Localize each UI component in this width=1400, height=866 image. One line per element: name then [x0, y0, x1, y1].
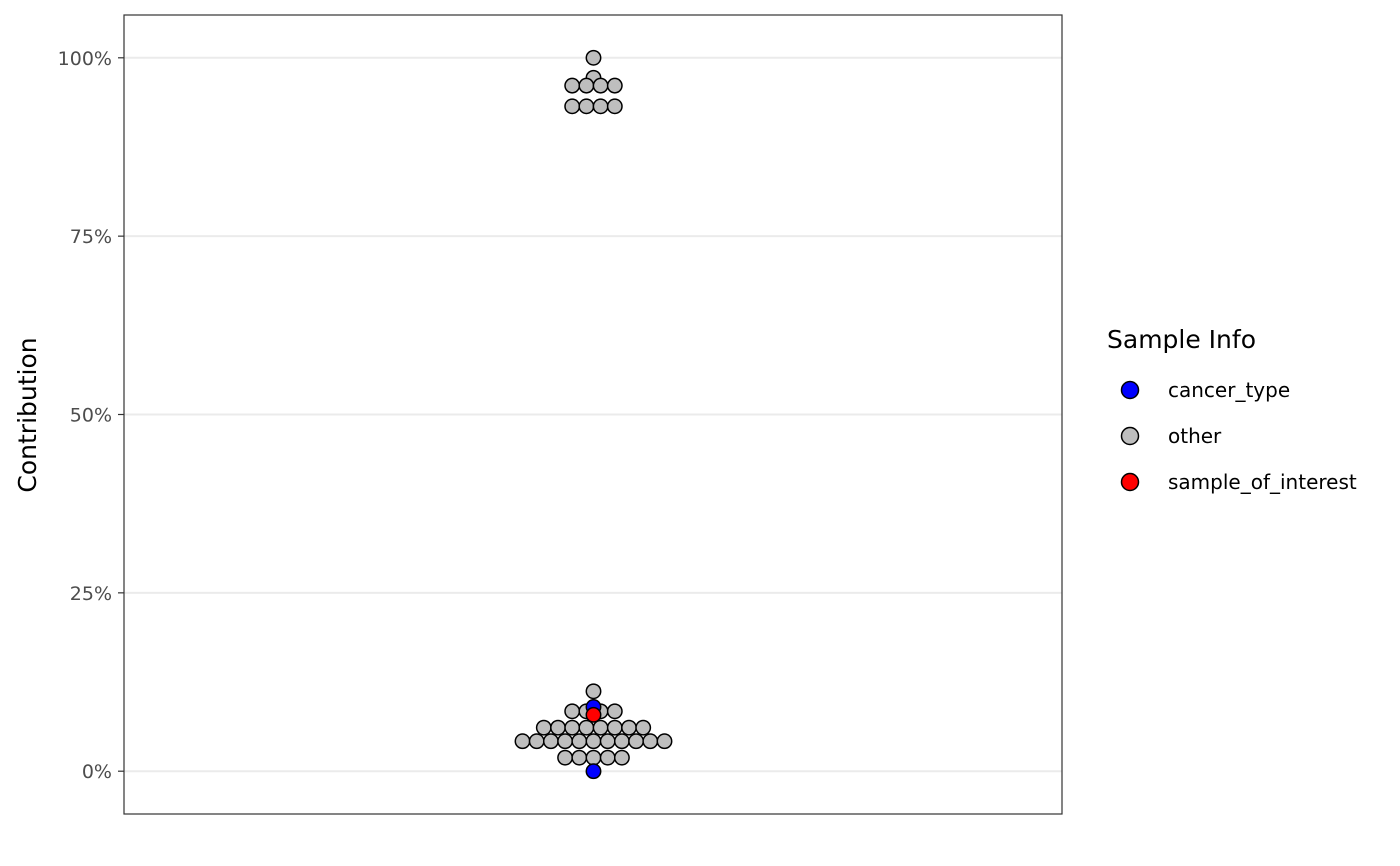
legend-key-cancer-type	[1120, 380, 1140, 400]
point-other	[585, 733, 602, 750]
point-other	[557, 749, 574, 766]
point-other	[585, 683, 602, 700]
point-other	[528, 733, 545, 750]
point-other	[606, 77, 623, 94]
point-other	[564, 703, 581, 720]
point-other	[599, 733, 616, 750]
data-points	[514, 49, 673, 780]
point-other	[514, 733, 531, 750]
point-other	[550, 719, 566, 736]
point-other	[606, 719, 623, 736]
legend-label-sample-of-interest: sample_of_interest	[1168, 470, 1357, 494]
y-tick-label: 50%	[70, 405, 112, 427]
point-other	[606, 703, 623, 720]
point-other	[564, 77, 581, 94]
point-other	[592, 77, 609, 94]
point-other	[571, 733, 588, 750]
point-other	[585, 49, 602, 66]
point-other	[635, 719, 652, 736]
point-other	[613, 733, 630, 750]
point-other	[535, 719, 552, 736]
point-other	[656, 733, 673, 750]
point-other	[642, 733, 659, 750]
y-axis: 0% 25% 50% 75% 100%	[58, 48, 124, 783]
point-other	[613, 749, 630, 766]
point-other	[542, 733, 559, 750]
point-cancer-type	[585, 763, 602, 780]
point-other	[578, 719, 595, 736]
point-other	[592, 719, 609, 736]
y-tick-label: 25%	[70, 583, 112, 605]
gridlines	[124, 56, 1062, 773]
point-other	[557, 733, 574, 750]
point-other	[571, 749, 588, 766]
point-other	[606, 98, 623, 115]
legend-title: Sample Info	[1107, 325, 1256, 354]
point-other	[628, 733, 645, 750]
y-tick-label: 75%	[70, 226, 112, 248]
point-other	[564, 98, 581, 115]
point-other	[599, 749, 616, 766]
y-tick-label: 100%	[58, 48, 112, 70]
point-other	[578, 98, 595, 115]
point-other	[592, 98, 609, 115]
legend-key-sample-of-interest	[1120, 472, 1140, 492]
point-sample-of-interest	[585, 706, 602, 723]
y-tick-label: 0%	[82, 761, 112, 783]
legend-label-other: other	[1168, 424, 1222, 448]
point-other	[621, 719, 637, 736]
y-axis-title: Contribution	[13, 337, 42, 492]
legend-label-cancer-type: cancer_type	[1168, 378, 1290, 402]
legend-key-other	[1120, 426, 1140, 446]
point-other	[585, 749, 602, 766]
point-other	[564, 719, 581, 736]
point-other	[578, 77, 595, 94]
